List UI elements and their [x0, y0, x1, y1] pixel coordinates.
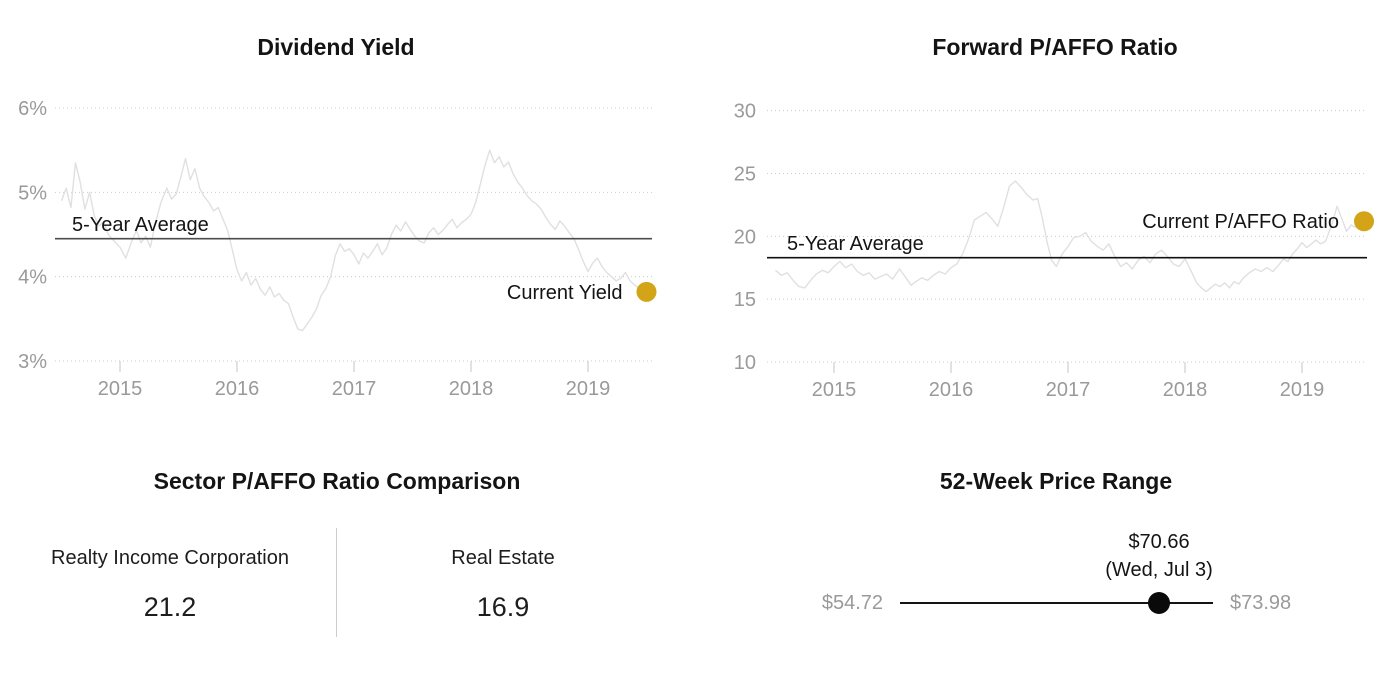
comparison-column-sector: Real Estate 16.9 — [368, 547, 638, 623]
x-axis-label: 2016 — [215, 378, 260, 400]
column-divider — [336, 528, 337, 637]
sector-comparison-title: Sector P/AFFO Ratio Comparison — [153, 468, 521, 494]
range-low-label: $54.72 — [821, 592, 883, 614]
average-line-label: 5-Year Average — [787, 233, 924, 255]
x-axis-label: 2015 — [98, 378, 143, 400]
y-axis-label: 30 — [734, 101, 756, 123]
panel-dividend-yield: Dividend Yield 6% 5% 4% 3% 2015 2016 2017 2018 2… — [0, 0, 700, 420]
dividend-yield-title: Dividend Yield — [257, 34, 415, 60]
x-axis-label: 2018 — [449, 378, 494, 400]
x-axis-label: 2019 — [1280, 379, 1325, 401]
y-axis-label: 15 — [734, 289, 756, 311]
x-axis-label: 2015 — [812, 379, 857, 401]
panel-sector-comparison: Sector P/AFFO Ratio Comparison Realty In… — [0, 420, 700, 684]
current-marker-dot — [1354, 211, 1375, 232]
series-line — [60, 149, 640, 332]
x-axis-label: 2018 — [1163, 379, 1208, 401]
x-axis-label: 2017 — [1046, 379, 1091, 401]
y-axis-label: 6% — [18, 98, 47, 120]
y-axis-label: 4% — [18, 267, 47, 289]
average-line-label: 5-Year Average — [72, 214, 209, 236]
comparison-sector-label: Real Estate — [451, 547, 555, 569]
price-range-handle[interactable] — [1148, 592, 1171, 614]
x-axis-label: 2019 — [566, 378, 611, 400]
comparison-company-label: Realty Income Corporation — [51, 547, 289, 569]
price-range-track — [900, 602, 1213, 604]
forward-paffo-title: Forward P/AFFO Ratio — [932, 34, 1178, 60]
y-axis-label: 5% — [18, 182, 47, 204]
current-marker-dot — [636, 281, 657, 302]
panel-forward-paffo: Forward P/AFFO Ratio 30 25 20 15 10 2015 2016 2… — [700, 0, 1400, 420]
comparison-sector-value: 16.9 — [476, 592, 530, 622]
x-axis-label: 2017 — [332, 378, 377, 400]
series-line — [775, 180, 1357, 293]
dividend-yield-chart: 6% 5% 4% 3% 2015 2016 2017 2018 2019 5-Year Avera… — [18, 98, 657, 400]
current-marker-label: Current Yield — [507, 282, 623, 304]
price-range-title: 52-Week Price Range — [939, 468, 1173, 494]
comparison-column-company: Realty Income Corporation 21.2 — [35, 547, 305, 623]
x-axis-label: 2016 — [929, 379, 974, 401]
comparison-company-value: 21.2 — [143, 592, 197, 622]
current-marker-label: Current P/AFFO Ratio — [1142, 211, 1339, 233]
current-price-date: (Wed, Jul 3) — [1105, 559, 1213, 581]
y-axis-label: 25 — [734, 163, 756, 185]
y-axis-label: 20 — [734, 226, 756, 248]
panel-price-range: 52-Week Price Range $70.66 (Wed, Jul 3) … — [700, 420, 1400, 684]
y-axis-label: 3% — [18, 351, 47, 373]
y-axis-label: 10 — [734, 352, 756, 374]
current-price-label: $70.66 — [1128, 531, 1190, 553]
range-high-label: $73.98 — [1230, 592, 1292, 614]
